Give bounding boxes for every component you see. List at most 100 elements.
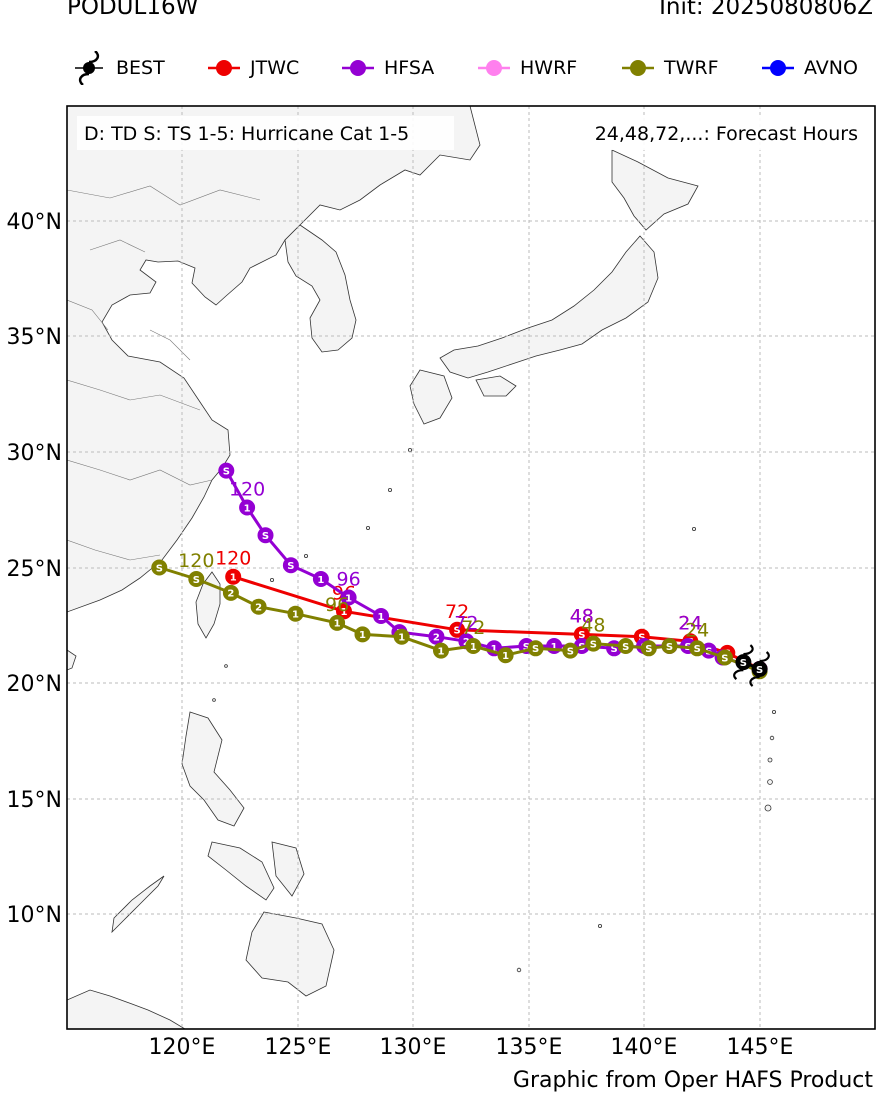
intensity-code: S [694,644,701,655]
intensity-code: 1 [345,593,352,604]
track-point [336,603,352,620]
ryukyu-islet [407,447,412,452]
circle-marker-icon [478,60,510,76]
forecast-hour-label: 24 [678,612,702,634]
visayas [207,841,275,901]
saipan [767,757,773,763]
intensity-code: S [740,658,747,669]
forecast-hour-label: 120 [229,479,265,501]
lon-label: 120°E [149,1035,216,1060]
palau [516,967,522,973]
lon-label: 135°E [496,1035,563,1060]
storm-name-title: PODUL16W [67,0,199,20]
tropical-cyclone-icon [75,51,103,85]
palawan [111,875,165,934]
track-point [661,638,678,654]
intensity-code: S [287,561,294,572]
track-point [329,614,346,631]
circle-marker-icon [622,60,654,76]
forecast-hour-label: 120 [215,548,251,570]
lon-axis-labels: 120°E 125°E 130°E 135°E 140°E 145°E [149,1035,794,1060]
lat-label: 35°N [7,325,62,350]
track-point [433,642,449,659]
intensity-code: 1 [230,573,237,584]
track-best: SS [733,644,770,687]
lon-label: 145°E [727,1035,794,1060]
map-frame [66,105,876,1030]
legend-label-twrf: TWRF [664,57,719,79]
luzon [181,711,245,827]
lon-label: 125°E [265,1035,332,1060]
intensity-code: 1 [359,630,366,641]
intensity-code: 1 [398,633,405,644]
track-point [257,527,274,544]
track-point [527,640,544,657]
forecast-hour-label: 48 [570,605,594,627]
intensity-code: S [567,646,574,657]
intensity-code: S [523,642,530,653]
track-point [151,559,168,576]
track-point [218,462,235,479]
forecast-tracks: SSSSSS1124487296120SSSSSSSS1S1221111SS1S… [151,462,770,687]
japan-kyushu [409,369,453,425]
lat-label: 40°N [7,210,62,235]
lon-label: 140°E [611,1035,678,1060]
track-point [562,642,579,659]
intensity-code: 1 [244,503,251,514]
track-point [716,649,733,666]
intensity-code: S [590,639,597,650]
intensity-code: 1 [438,646,445,657]
mindanao [245,911,335,997]
lat-label: 10°N [7,903,62,928]
info-text-right: 24,48,72,...: Forecast Hours [595,123,858,145]
track-point [585,635,602,652]
batanes-islet [224,664,228,668]
forecast-hour-label: 72 [461,617,485,639]
legend-item-best: BEST [72,51,165,85]
intensity-code: S [622,642,629,653]
info-text-left: D: TD S: TS 1-5: Hurricane Cat 1-5 [84,123,409,145]
mariana-islet [769,735,775,741]
track-point [617,638,634,654]
forecast-hour-label: 48 [581,615,605,637]
lat-axis-labels: 40°N 35°N 30°N 25°N 20°N 15°N 10°N [7,210,62,928]
lat-label: 15°N [7,788,62,813]
track-point [354,626,371,643]
intensity-code: S [645,644,652,655]
taiwan [195,571,221,639]
track-point [393,628,410,645]
intensity-code: S [193,575,200,586]
circle-marker-icon [762,60,794,76]
intensity-code: S [578,630,585,641]
intensity-code: 1 [551,642,558,653]
forecast-hour-label: 96 [325,594,349,616]
track-point [287,605,304,622]
forecast-hour-label: 72 [454,612,478,634]
intensity-code: 2 [433,633,440,644]
legend-item-avno: AVNO [762,55,858,81]
track-point [373,608,389,624]
track-point [312,571,329,587]
samar-leyte [271,841,305,897]
legend-item-hwrf: HWRF [478,55,577,81]
track-point [428,628,445,645]
intensity-code: S [532,644,539,655]
track-point [465,638,482,654]
circle-marker-icon [208,60,240,76]
intensity-code: 2 [255,603,262,614]
japan-honshu [439,235,659,379]
intensity-code: 1 [378,612,385,623]
intensity-code: S [453,626,460,637]
intensity-code: S [666,642,673,653]
asian-mainland [67,106,481,613]
forecast-hour-label: 72 [445,601,469,623]
ryukyu-islet [303,554,308,559]
ryukyu-islet [365,526,370,531]
lat-label: 20°N [7,672,62,697]
track-point [250,598,267,615]
borneo [67,989,186,1029]
forecast-hour-label: 24 [678,612,702,634]
track-point [222,584,239,601]
track-point [282,557,299,574]
